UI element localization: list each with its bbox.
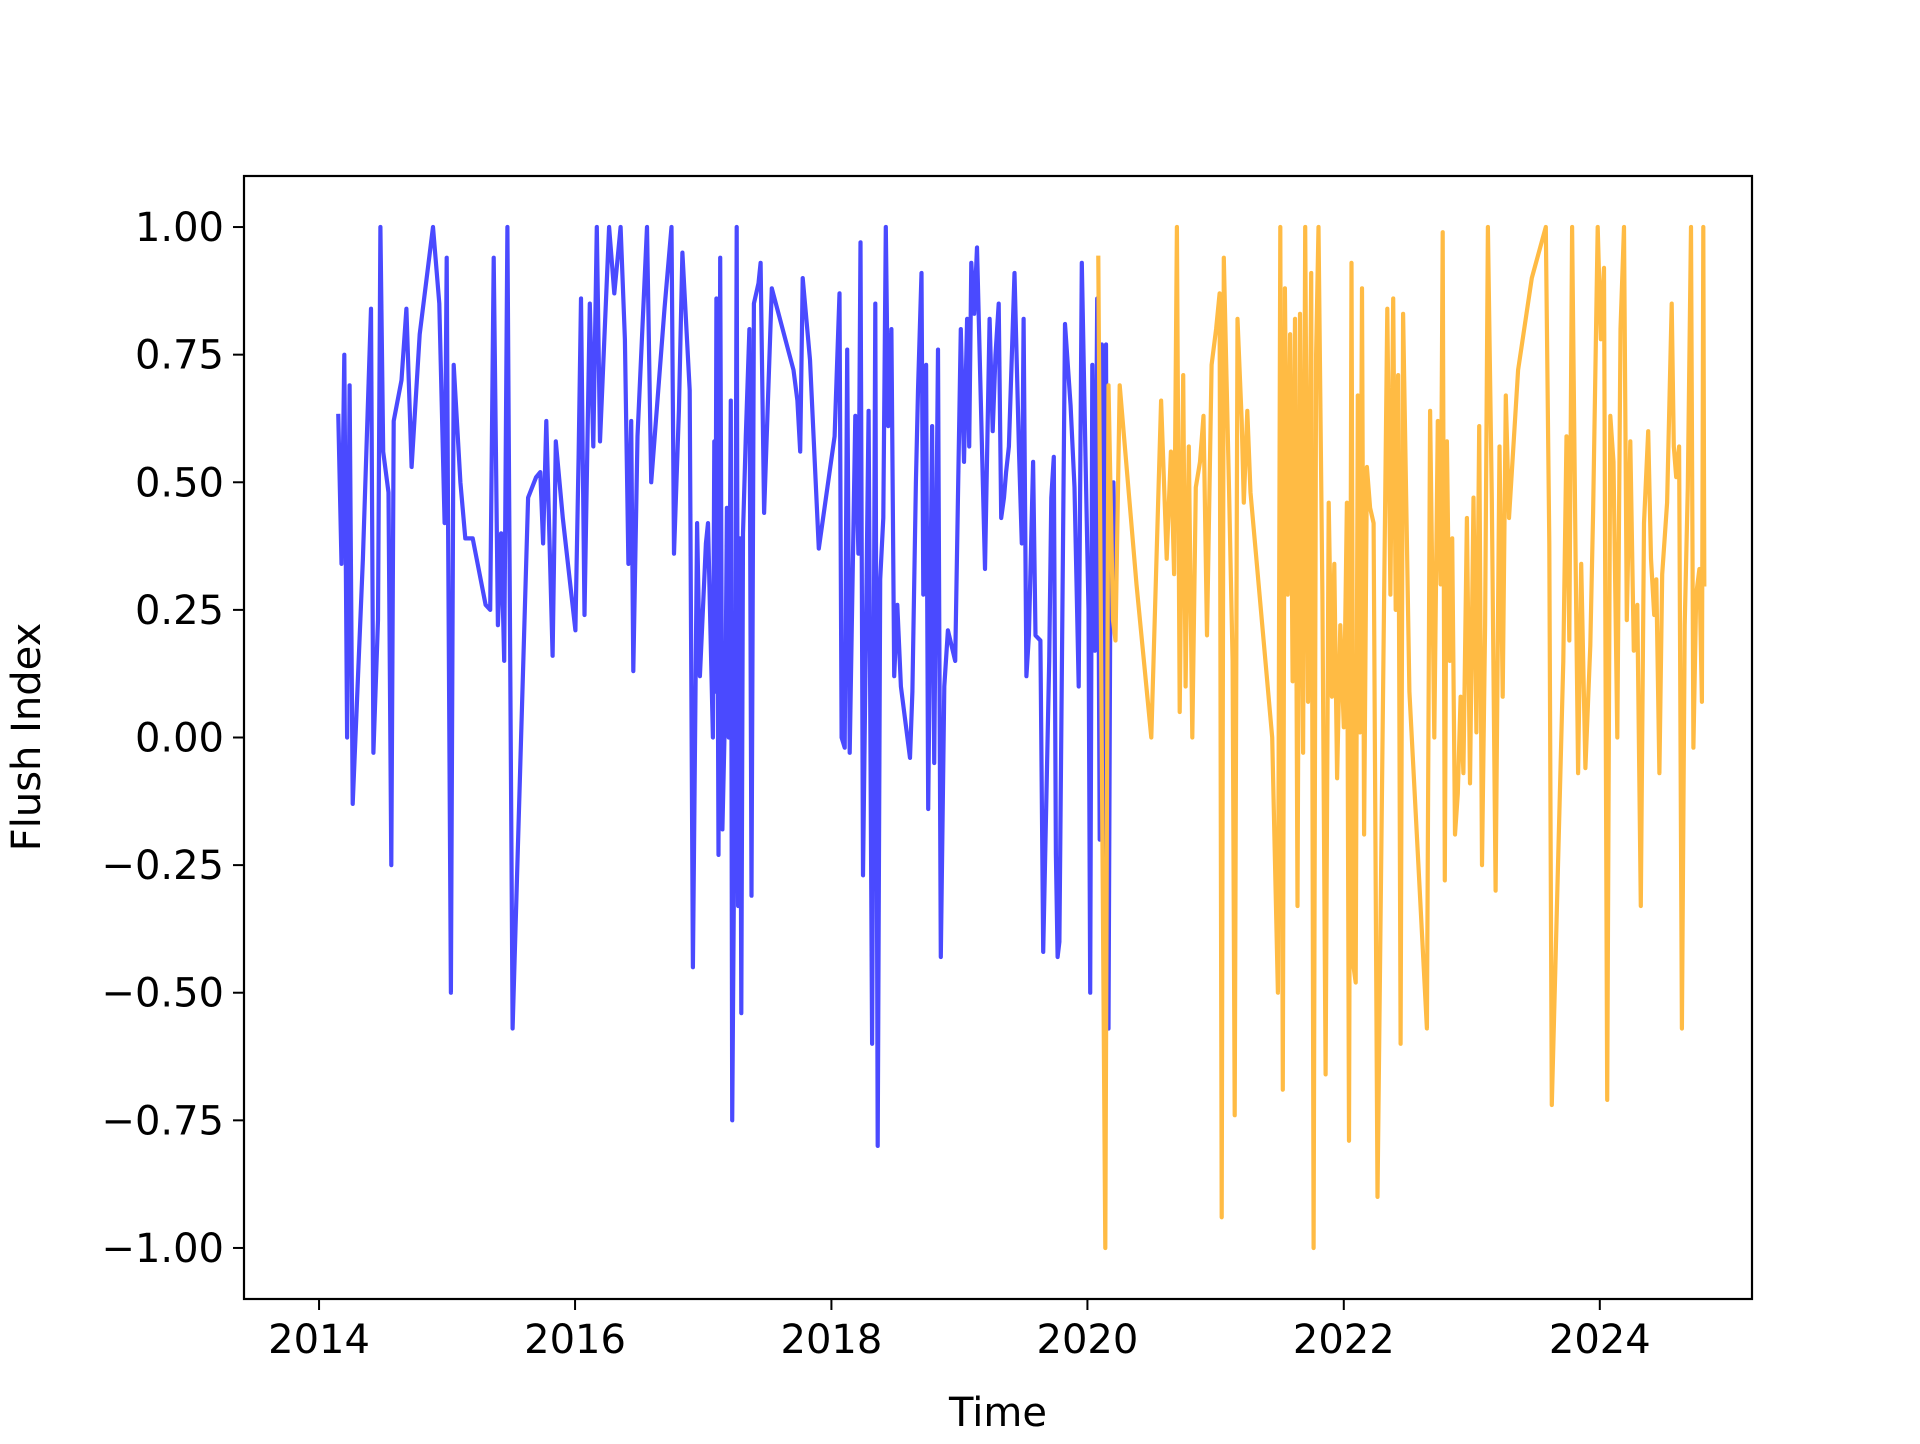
x-tick-label: 2014 — [268, 1317, 370, 1363]
y-tick-label: −1.00 — [101, 1226, 224, 1272]
series-line-2 — [1096, 224, 1707, 1251]
series-layer — [336, 224, 1707, 1251]
x-tick-label: 2020 — [1037, 1317, 1139, 1363]
x-tick-label: 2018 — [781, 1317, 883, 1363]
x-tick-label: 2022 — [1293, 1317, 1395, 1363]
y-tick-label: −0.75 — [101, 1098, 224, 1144]
x-axis: 2014 2016 2018 2020 2022 2024 — [268, 1299, 1651, 1363]
x-tick-label: 2024 — [1549, 1317, 1651, 1363]
y-tick-label: 1.00 — [135, 205, 224, 251]
y-tick-label: −0.50 — [101, 971, 224, 1017]
y-tick-label: 0.00 — [135, 716, 224, 762]
x-tick-label: 2016 — [524, 1317, 626, 1363]
series-line-1 — [336, 224, 1118, 1148]
x-axis-label: Time — [948, 1390, 1047, 1436]
y-tick-label: 0.25 — [135, 588, 224, 634]
y-axis-label: Flush Index — [4, 623, 50, 852]
y-tick-label: 0.50 — [135, 460, 224, 506]
y-tick-label: 0.75 — [135, 333, 224, 379]
y-tick-label: −0.25 — [101, 843, 224, 889]
y-axis: 1.00 0.75 0.50 0.25 0.00 −0.25 −0.50 −0.75 −1.00 — [101, 205, 244, 1272]
